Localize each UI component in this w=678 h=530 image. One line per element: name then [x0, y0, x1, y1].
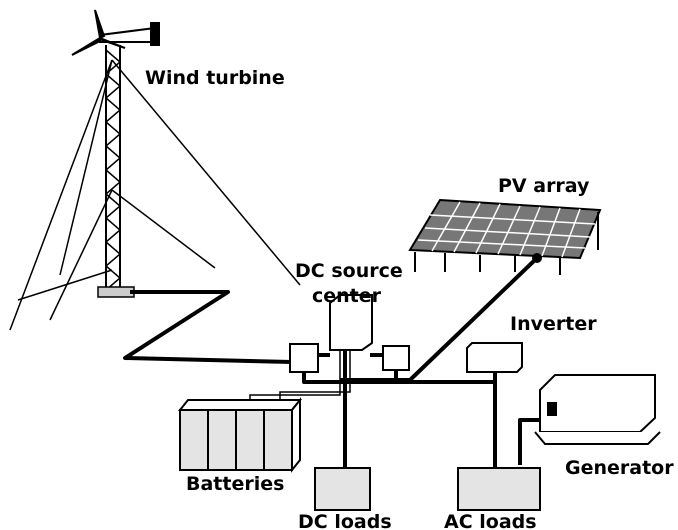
- label: Inverter: [510, 313, 597, 335]
- tower: [97, 45, 135, 298]
- label: Generator: [565, 457, 674, 479]
- label: center: [312, 285, 382, 307]
- label: Wind turbine: [145, 67, 285, 89]
- label: DC source: [295, 260, 403, 282]
- wiring: [123, 256, 540, 470]
- equipment: [177, 294, 661, 511]
- label: Batteries: [186, 473, 284, 495]
- turbine: [71, 9, 160, 56]
- guy-wires: [9, 59, 301, 331]
- pv-array: [408, 198, 602, 275]
- label: PV array: [498, 175, 590, 197]
- label: DC loads: [298, 511, 392, 530]
- label: AC loads: [444, 511, 537, 530]
